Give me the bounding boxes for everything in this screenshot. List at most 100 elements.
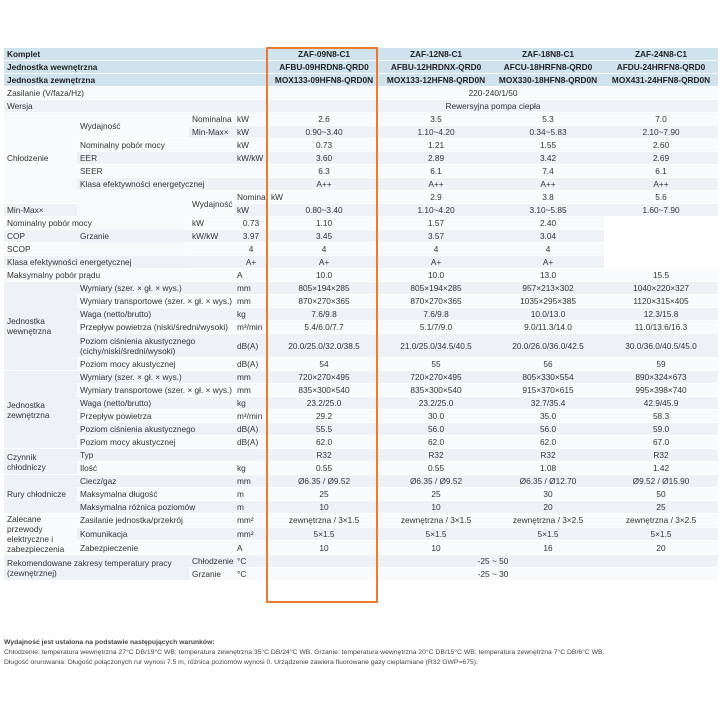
value-cell: 7.0: [604, 112, 719, 126]
value-cell: 7.6/9.8: [380, 307, 493, 321]
span-value: 220-240/1/50: [268, 86, 719, 100]
table-row: Poziom ciśnienia akustycznego dB(A) 55.5 56…: [4, 422, 719, 436]
value-cell: 30: [492, 487, 605, 501]
value-cell: 805×194×285: [268, 281, 381, 295]
value-cell: 5.1/7/9.0: [380, 320, 493, 334]
value-cell: 915×370×615: [492, 383, 605, 397]
value-cell: 835×300×540: [380, 383, 493, 397]
value-cell: A+: [380, 255, 493, 269]
value-cell: 0.90~3.40: [268, 125, 381, 139]
value-cell: 10: [380, 500, 493, 514]
unit-cell: m: [234, 500, 269, 514]
table-row: Rury chłodnicze Ciecz/gaz mm Ø6.35 / Ø9.52 Ø…: [4, 474, 719, 514]
unit-cell: kW: [234, 112, 269, 126]
value-cell: 0.80~3.40: [268, 203, 381, 217]
value-cell: A++: [380, 177, 493, 191]
unit-cell: m³/min: [234, 320, 269, 334]
row-label: Ciecz/gaz: [77, 474, 234, 488]
table-row: Wersja Rewersyjna pompa ciepła: [4, 99, 719, 113]
value-cell: 59: [604, 357, 719, 371]
value-cell: 1.42: [604, 461, 719, 475]
unit-cell: [234, 177, 269, 191]
unit-cell: kW/kW: [234, 151, 269, 165]
value-cell: 15.5: [604, 268, 719, 282]
row-label: Nominalny pobór mocy: [77, 138, 234, 152]
value-cell: A++: [268, 177, 381, 191]
value-cell: 957×213×302: [492, 281, 605, 295]
value-cell: 6.1: [380, 164, 493, 178]
unit-cell: A: [234, 268, 269, 282]
row-label: Przepływ powietrza: [77, 409, 234, 423]
row-label: Wymiary transportowe (szer. × gł. × wys.…: [77, 383, 234, 397]
value-cell: 1.60~7.90: [604, 203, 719, 217]
model-name: AFBU-12HRDNX-QRD0: [380, 60, 493, 74]
row-label: Wersja: [4, 99, 269, 113]
value-cell: 10.0/13.0: [492, 307, 605, 321]
table-row: Waga (netto/brutto) kg 23.2/25.0 23.2/25.0 3…: [4, 396, 719, 410]
value-cell: A+: [234, 255, 269, 269]
table-row: Grzanie °C -25 ~ 30: [4, 567, 719, 581]
value-cell: 3.5: [380, 112, 493, 126]
row-label: Klasa efektywności energetycznej: [4, 255, 189, 269]
value-cell: 25: [380, 487, 493, 501]
value-cell: 25: [604, 500, 719, 514]
value-cell: 835×300×540: [268, 383, 381, 397]
table-row: Ilość kg 0.55 0.55 1.08 1.42: [4, 461, 719, 475]
value-cell: 0.73: [234, 216, 269, 230]
value-cell: 25: [268, 487, 381, 501]
value-cell: 30.0/36.0/40.5/45.0: [604, 333, 719, 358]
value-cell: 62.0: [492, 435, 605, 449]
value-cell: 21.0/25.0/34.5/40.5: [380, 333, 493, 358]
unit-cell: [234, 164, 269, 178]
unit-cell: °C: [234, 554, 269, 568]
unit-cell: mm: [234, 294, 269, 308]
unit-cell: kW: [189, 216, 234, 230]
value-cell: 2.6: [268, 112, 381, 126]
value-cell: 2.60: [604, 138, 719, 152]
value-cell: 55: [380, 357, 493, 371]
unit-cell: dB(A): [234, 333, 269, 358]
table-row: GrzanieWydajnośćNominalnakW2.93.85.67.3: [4, 190, 719, 282]
model-name: ZAF-24N8-C1: [604, 48, 719, 61]
value-cell: A++: [492, 177, 605, 191]
group-label: Chłodzenie: [4, 112, 77, 204]
value-cell: 4: [380, 242, 493, 256]
row-label: Maksymalna różnica poziomów: [77, 500, 234, 514]
value-cell: 4: [492, 242, 605, 256]
value-cell: 54: [268, 357, 381, 371]
value-cell: 35.0: [492, 409, 605, 423]
value-cell: 12.3/15.8: [604, 307, 719, 321]
value-cell: 4: [234, 242, 269, 256]
unit-cell: [234, 448, 269, 462]
table-row: Jednostka wewnętrzna AFBU-09HRDN8-QRD0 AFB…: [4, 60, 719, 74]
unit-cell: m: [234, 487, 269, 501]
model-name: MOX330-18HFN8-QRD0N: [492, 73, 605, 87]
table-row: Waga (netto/brutto) kg 7.6/9.8 7.6/9.8 10.0/…: [4, 307, 719, 321]
row-label: Zasilanie jednostka/przekrój: [77, 513, 234, 528]
value-cell: 9.0/11.3/14.0: [492, 320, 605, 334]
table-row: SCOP 4 4 4 4: [4, 242, 718, 256]
value-cell: 5.3: [492, 112, 605, 126]
row-label: EER: [77, 151, 234, 165]
unit-cell: dB(A): [234, 357, 269, 371]
value-cell: 16: [492, 540, 605, 555]
value-cell: 10: [268, 500, 381, 514]
table-row: Wymiary transportowe (szer. × gł. × wys.…: [4, 383, 719, 397]
value-cell: 5.4/6.0/7.7: [268, 320, 381, 334]
row-label: SEER: [77, 164, 234, 178]
row-label: Poziom ciśnienia akustycznego: [77, 422, 234, 436]
value-cell: 62.0: [268, 435, 381, 449]
model-name: MOX431-24HFN8-QRD0N: [604, 73, 719, 87]
table-row: Komunikacja mm² 5×1.5 5×1.5 5×1.5 5×1.5: [4, 527, 719, 542]
row-label: Poziom ciśnienia akustycznego (cichy/nis…: [77, 333, 234, 358]
row-label: Maksymalna długość: [77, 487, 234, 501]
value-cell: A++: [604, 177, 719, 191]
value-cell: 3.60: [268, 151, 381, 165]
unit-cell: mm: [234, 281, 269, 295]
unit-cell: kW: [234, 138, 269, 152]
row-label: Poziom mocy akustycznej: [77, 435, 234, 449]
value-cell: 20.0/25.0/32.0/38.5: [268, 333, 381, 358]
table-row: EER kW/kW 3.60 2.89 3.42 2.69: [4, 151, 719, 165]
table-row: Jednostka wewnętrzna Wymiary (szer. × gł.…: [4, 281, 719, 371]
value-cell: 3.04: [492, 229, 605, 243]
